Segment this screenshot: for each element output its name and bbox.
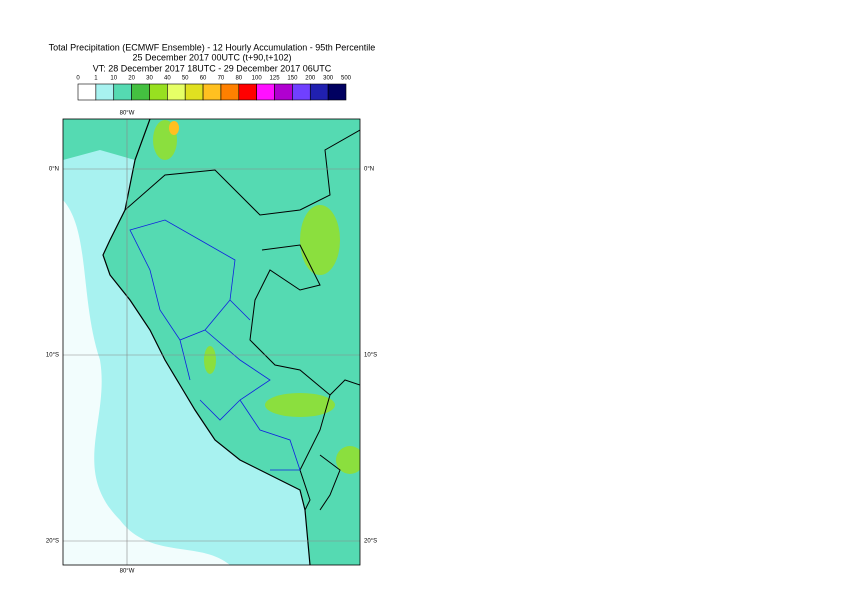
legend-label: 125 (270, 76, 281, 82)
legend-label: 20 (128, 76, 135, 82)
legend-label: 300 (323, 76, 334, 82)
legend-label: 60 (200, 76, 207, 82)
map: 80°W 80°W 0°N 0°N 10°S 10°S 20°S 20°S (46, 111, 377, 575)
map-frame (62, 118, 361, 566)
legend-label: 80 (235, 76, 242, 82)
legend-box (167, 83, 186, 101)
legend-label: 40 (164, 76, 171, 82)
precip-area (265, 393, 335, 417)
title: Total Precipitation (ECMWF Ensemble) - 1… (49, 42, 376, 52)
legend-label: 30 (146, 76, 153, 82)
legend-box (184, 83, 204, 101)
border (124, 129, 360, 511)
legend-label: 0 (76, 76, 80, 82)
legend-label: 100 (252, 76, 263, 82)
base-time: 25 December 2017 00UTC (t+90,t+102) (132, 52, 291, 62)
legend-box (256, 83, 275, 101)
lat-label: 10°S (46, 353, 59, 359)
lon-label: 80°W (120, 111, 135, 117)
precip-area (169, 121, 179, 135)
legend-label: 500 (341, 76, 352, 82)
legend-box (220, 83, 240, 101)
legend-box (202, 83, 222, 101)
legend-box (131, 83, 150, 101)
legend-box (238, 83, 257, 101)
lat-label: 0°N (364, 167, 374, 173)
legend: 0 1 10 20 30 40 50 60 70 80 100 125 150 200 300 500 (76, 76, 352, 101)
legend-box (274, 83, 293, 101)
legend-label: 1 (94, 76, 98, 82)
legend-box (77, 83, 97, 101)
legend-label: 50 (182, 76, 189, 82)
land (103, 119, 360, 565)
precip-area (63, 119, 150, 160)
legend-box (95, 83, 115, 101)
lat-label: 20°S (46, 539, 59, 545)
legend-label: 70 (218, 76, 225, 82)
precip-area (336, 446, 360, 474)
legend-box (309, 83, 329, 101)
lat-label: 10°S (364, 353, 377, 359)
legend-box (149, 83, 168, 101)
lat-label: 0°N (49, 167, 59, 173)
legend-box (292, 83, 311, 101)
valid-time: VT: 28 December 2017 18UTC - 29 December… (93, 63, 332, 73)
dry-area (63, 200, 230, 565)
legend-label: 200 (305, 76, 316, 82)
legend-label: 10 (110, 76, 117, 82)
precip-area (204, 346, 216, 374)
lon-label: 80°W (120, 569, 135, 575)
region-border (129, 219, 301, 471)
lat-label: 20°S (364, 539, 377, 545)
coastline (102, 119, 311, 565)
precip-area (300, 205, 340, 275)
legend-label: 150 (287, 76, 298, 82)
legend-box (113, 83, 132, 101)
legend-box (327, 83, 347, 101)
